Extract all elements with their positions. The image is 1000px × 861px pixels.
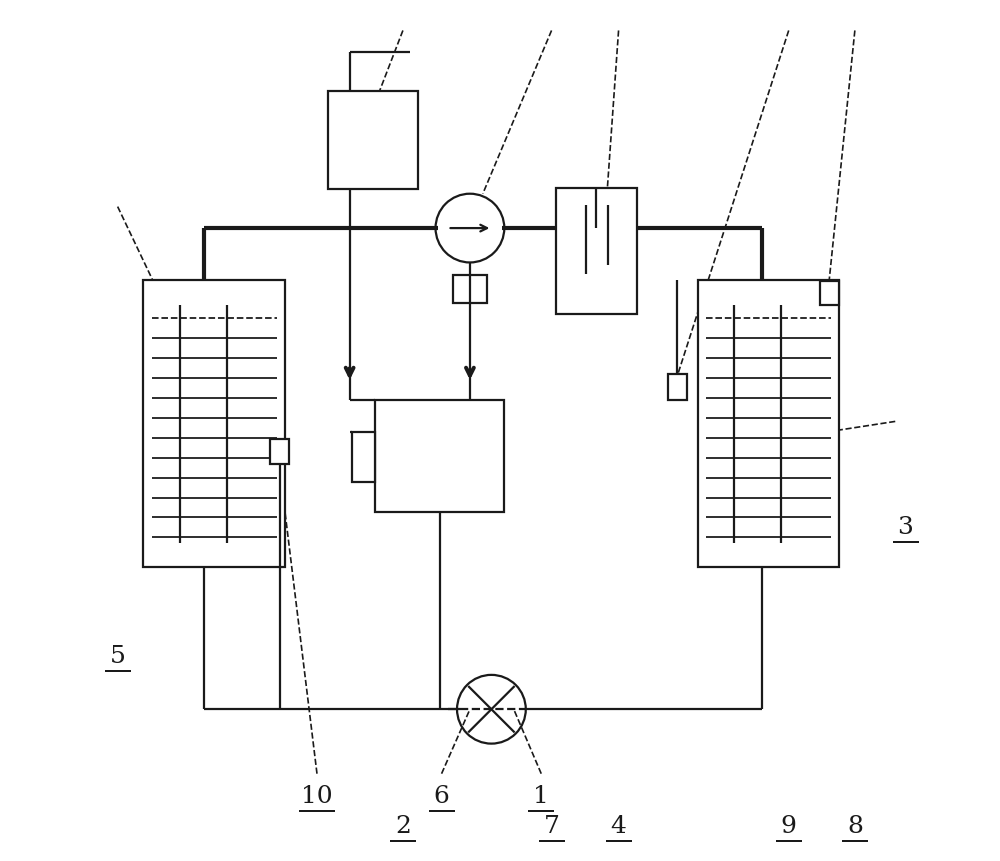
Text: 7: 7 (544, 814, 559, 837)
Bar (352, 432, 375, 482)
Text: 1: 1 (533, 784, 549, 807)
Text: 10: 10 (301, 784, 333, 807)
Text: 5: 5 (110, 644, 126, 666)
Bar (453, 276, 487, 303)
Bar (556, 189, 637, 314)
Text: 2: 2 (395, 814, 411, 837)
Bar (820, 282, 839, 306)
Text: 6: 6 (434, 784, 450, 807)
Bar (375, 400, 504, 512)
Text: 4: 4 (611, 814, 627, 837)
Bar (328, 91, 418, 190)
Text: 8: 8 (847, 814, 863, 837)
Text: 3: 3 (898, 515, 913, 538)
Text: 9: 9 (781, 814, 797, 837)
Bar (668, 375, 687, 400)
Bar (270, 439, 289, 465)
Bar (698, 281, 839, 567)
Bar (143, 281, 285, 567)
